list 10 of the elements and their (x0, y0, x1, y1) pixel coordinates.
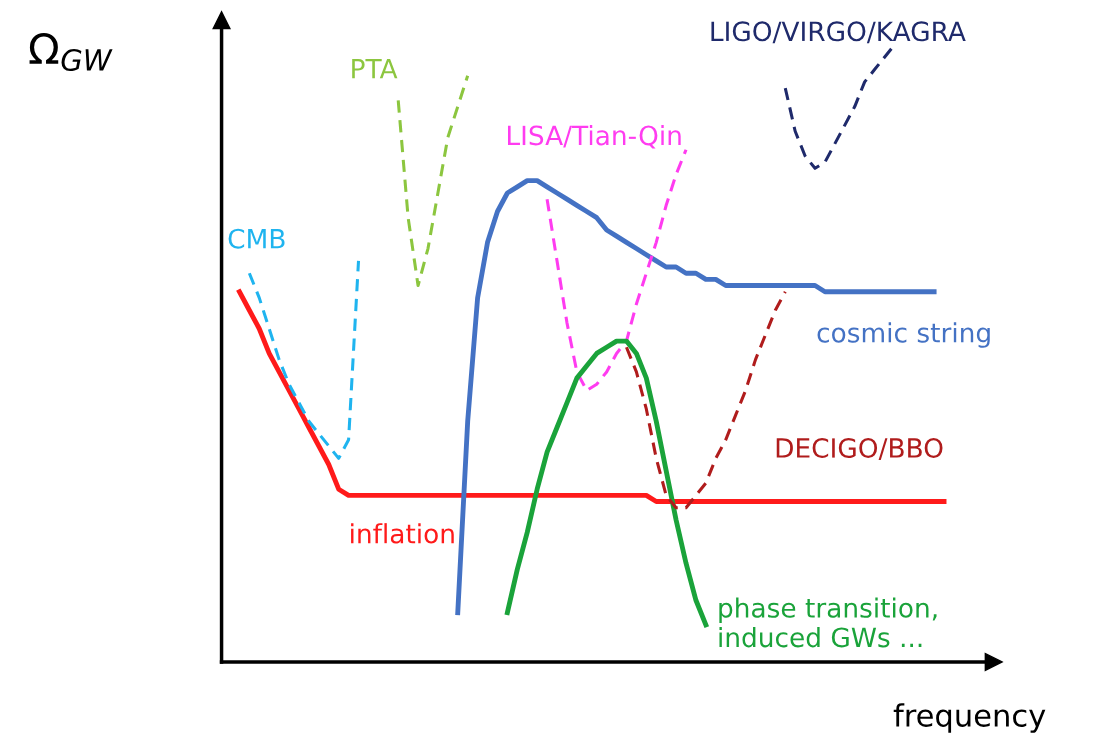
series-label: cosmic string (817, 322, 990, 348)
series-label: inflation (351, 523, 454, 544)
series-label: CMB (228, 228, 285, 249)
x-axis-title: frequency (893, 703, 1046, 733)
series-label: DECIGO/BBO (776, 438, 943, 461)
series-label: LISA/Tian-Qin (508, 125, 681, 149)
series-label: LIGO/VIRGO/KAGRA (711, 21, 966, 44)
series-label: PTA (352, 59, 398, 79)
y-axis-title: Ω$_{GW}$ (29, 33, 113, 72)
series-label: phase transition, induced GWs ... (719, 597, 937, 648)
